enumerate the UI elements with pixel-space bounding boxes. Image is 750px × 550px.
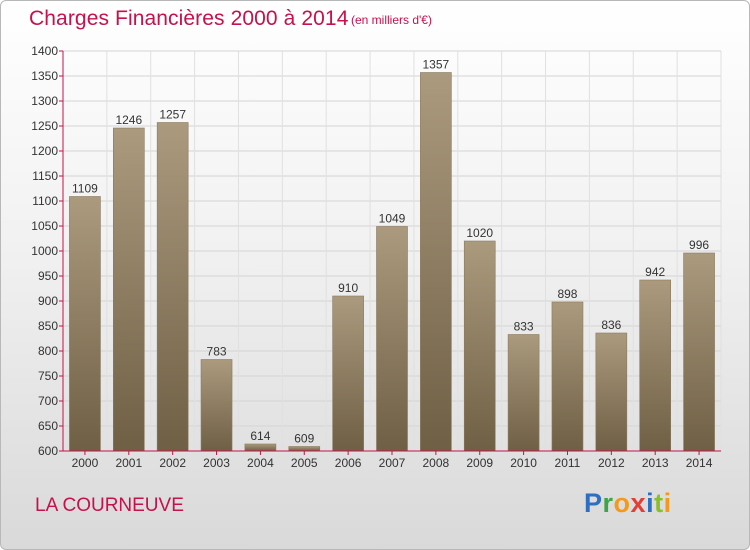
bar (420, 72, 452, 452)
y-tick-label: 1200 (31, 144, 58, 158)
data-label: 1049 (379, 212, 406, 226)
x-tick-label: 2001 (115, 456, 142, 470)
data-label: 833 (514, 320, 534, 334)
y-tick-label: 1400 (31, 44, 58, 58)
logo-letter: P (584, 488, 603, 518)
x-tick-label: 2011 (555, 456, 581, 470)
x-tick-label: 2004 (247, 456, 274, 470)
logo-letter: i (646, 488, 655, 518)
bar (244, 443, 277, 452)
y-tick-label: 800 (38, 344, 58, 358)
bar (683, 252, 715, 452)
x-tick-label: 2014 (686, 456, 713, 470)
labels: 600 650 700 750 800 850 900 950 1000 1050 1100 1150… (31, 44, 712, 470)
y-tick-label: 900 (38, 294, 58, 308)
bar (288, 446, 321, 452)
proxiti-logo: Proxiti (584, 488, 672, 519)
y-tick-label: 1150 (32, 169, 58, 183)
data-label: 1109 (72, 182, 98, 196)
data-label: 614 (250, 429, 270, 443)
y-tick-label: 1250 (31, 119, 58, 133)
bar (463, 240, 496, 452)
logo-letter: x (630, 488, 647, 518)
bar (332, 295, 364, 452)
y-tick-label: 600 (38, 444, 58, 458)
y-tick-label: 1100 (32, 194, 58, 208)
bar (156, 122, 189, 452)
y-tick-label: 1000 (31, 244, 58, 258)
x-tick-label: 2009 (466, 456, 493, 470)
data-label: 910 (338, 281, 358, 295)
y-tick-label: 1300 (31, 94, 58, 108)
y-tick-label: 650 (38, 419, 58, 433)
bar (595, 332, 628, 452)
bar (639, 279, 672, 452)
y-tick-label: 850 (38, 319, 58, 333)
bars (69, 72, 715, 452)
x-tick-label: 2006 (335, 456, 362, 470)
bar (69, 196, 101, 452)
bar (376, 226, 408, 452)
x-tick-label: 2007 (379, 456, 406, 470)
logo-letter: o (613, 488, 631, 518)
x-tick-label: 2000 (72, 456, 99, 470)
logo-letter: r (602, 488, 614, 518)
data-label: 1246 (115, 113, 142, 127)
data-label: 996 (689, 238, 709, 252)
data-label: 609 (294, 432, 314, 446)
data-label: 942 (645, 265, 665, 279)
y-tick-label: 750 (38, 369, 58, 383)
logo-letter: t (654, 488, 664, 518)
data-label: 1357 (423, 58, 450, 72)
chart-unit-label: (en milliers d'€) (351, 13, 432, 27)
chart-title: Charges Financières 2000 à 2014 (29, 7, 349, 30)
x-tick-label: 2008 (423, 456, 450, 470)
data-label: 1257 (159, 108, 186, 122)
y-tick-label: 700 (38, 394, 58, 408)
logo-letter: i (663, 488, 672, 518)
data-label: 898 (557, 287, 577, 301)
x-tick-label: 2012 (598, 456, 625, 470)
x-tick-label: 2005 (291, 456, 318, 470)
x-tick-label: 2010 (510, 456, 537, 470)
x-tick-label: 2003 (203, 456, 230, 470)
place-name: LA COURNEUVE (35, 495, 184, 516)
data-label: 1020 (466, 226, 493, 240)
y-tick-label: 950 (38, 269, 58, 283)
y-tick-label: 1350 (31, 69, 58, 83)
axes (59, 50, 721, 455)
bar (200, 359, 233, 452)
bar (551, 301, 584, 452)
x-tick-label: 2002 (159, 456, 186, 470)
bar (507, 334, 540, 452)
bar (113, 127, 145, 452)
y-tick-label: 1050 (31, 219, 58, 233)
data-label: 783 (207, 345, 227, 359)
data-label: 836 (601, 318, 621, 332)
x-tick-label: 2013 (642, 456, 669, 470)
